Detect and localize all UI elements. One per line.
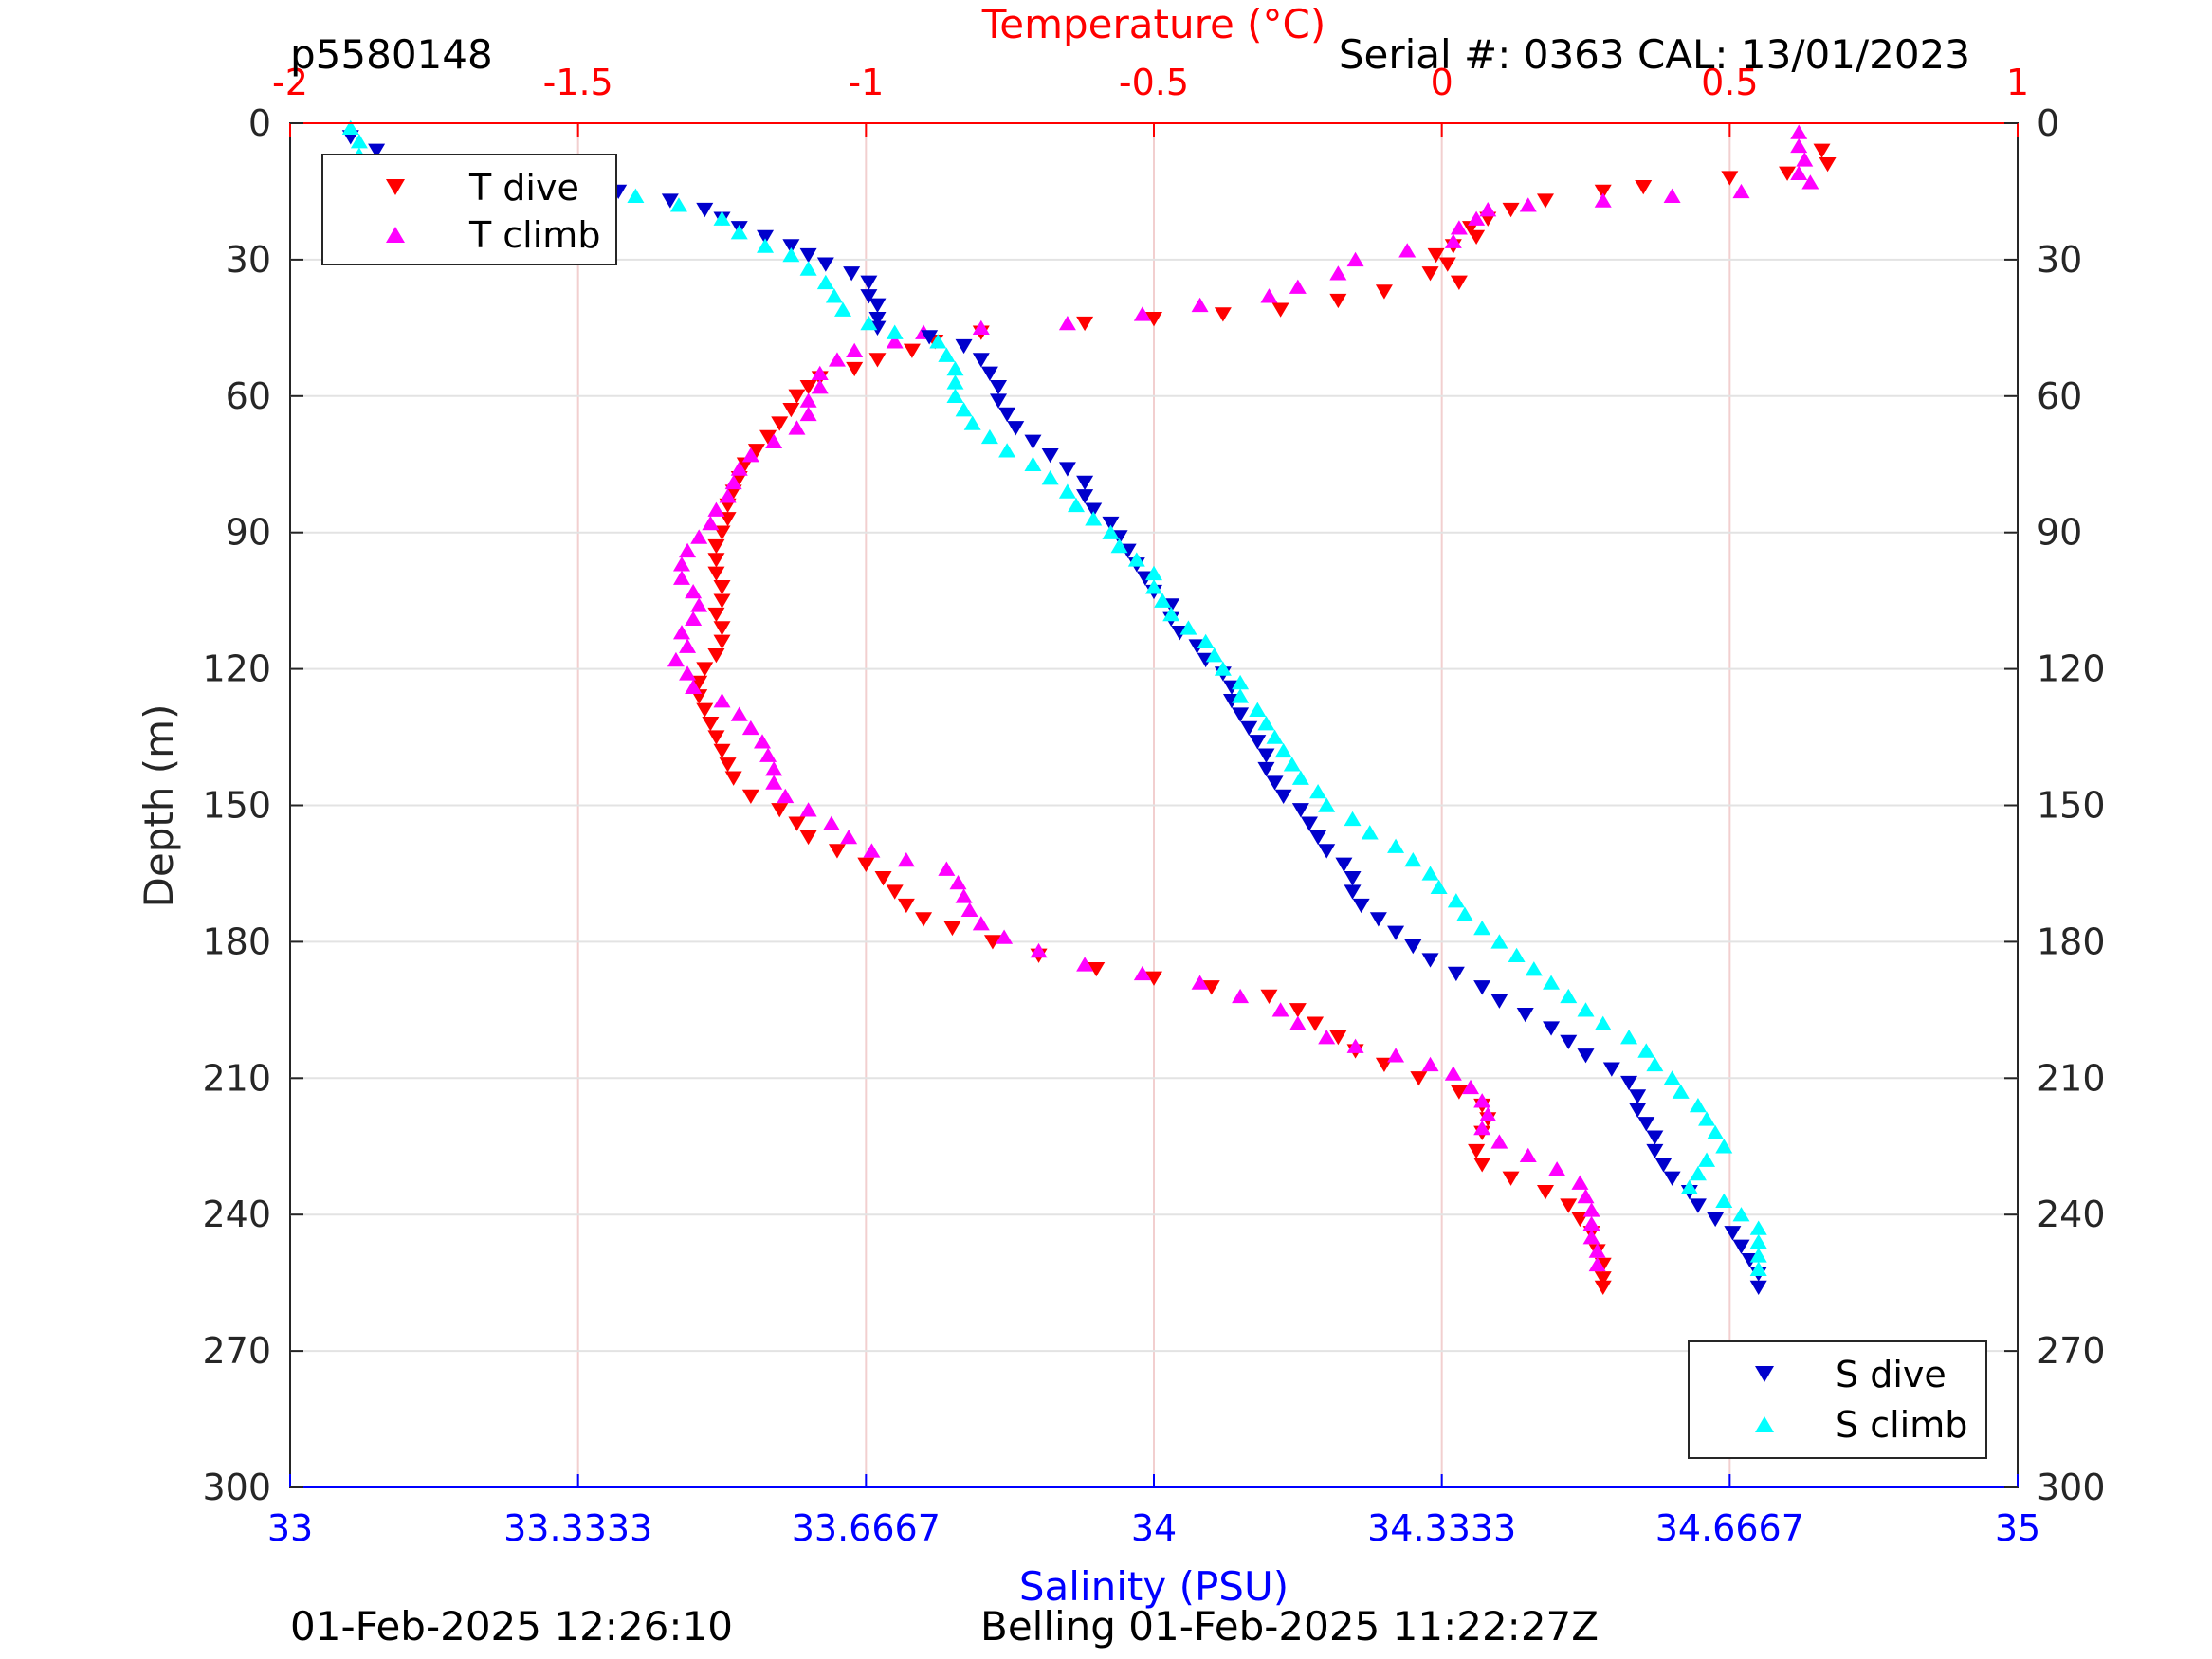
depth-tick-label-right: 30 — [2037, 239, 2082, 281]
depth-tick-label-right: 150 — [2037, 785, 2106, 827]
depth-tick-label-right: 210 — [2037, 1057, 2106, 1099]
depth-axis-label: Depth (m) — [136, 704, 182, 908]
salinity-tick-label: 33.6667 — [792, 1507, 941, 1549]
legend-label-s-climb: S climb — [1836, 1404, 1967, 1446]
temperature-axis-label: Temperature (°C) — [981, 1, 1326, 47]
footer-timestamp: 01-Feb-2025 12:26:10 — [290, 1603, 733, 1650]
depth-tick-label-left: 60 — [226, 375, 271, 417]
salinity-tick-label: 33 — [267, 1507, 313, 1549]
depth-tick-label-left: 30 — [226, 239, 271, 281]
salinity-tick-label: 33.3333 — [503, 1507, 652, 1549]
depth-tick-label-left: 150 — [202, 785, 271, 827]
legend-label-t-dive: T dive — [468, 167, 579, 209]
temperature-tick-label: 1 — [2006, 62, 2029, 103]
depth-tick-label-right: 0 — [2037, 102, 2059, 144]
depth-tick-label-left: 270 — [202, 1330, 271, 1372]
temperature-tick-label: -1.5 — [543, 62, 613, 103]
depth-tick-label-right: 120 — [2037, 648, 2106, 690]
salinity-tick-label: 34 — [1131, 1507, 1177, 1549]
depth-tick-label-left: 300 — [202, 1467, 271, 1508]
depth-tick-label-left: 180 — [202, 921, 271, 962]
salinity-legend: S dive S climb — [1689, 1341, 1986, 1458]
legend-label-t-climb: T climb — [468, 214, 600, 256]
depth-tick-label-left: 240 — [202, 1194, 271, 1235]
serial-calibration: Serial #: 0363 CAL: 13/01/2023 — [1339, 31, 1970, 78]
temperature-legend: T dive T climb — [322, 155, 616, 264]
profile-id: p5580148 — [290, 31, 493, 78]
depth-tick-label-right: 180 — [2037, 921, 2106, 962]
depth-tick-label-left: 90 — [226, 512, 271, 554]
legend-label-s-dive: S dive — [1836, 1354, 1947, 1395]
depth-tick-label-left: 0 — [248, 102, 271, 144]
depth-tick-label-right: 240 — [2037, 1194, 2106, 1235]
temperature-tick-label: -0.5 — [1119, 62, 1189, 103]
temperature-tick-label: -1 — [848, 62, 884, 103]
salinity-tick-label: 34.3333 — [1367, 1507, 1516, 1549]
depth-tick-label-right: 270 — [2037, 1330, 2106, 1372]
footer-platform-time: Belling 01-Feb-2025 11:22:27Z — [980, 1603, 1599, 1650]
depth-tick-label-left: 210 — [202, 1057, 271, 1099]
depth-tick-label-left: 120 — [202, 648, 271, 690]
depth-tick-label-right: 60 — [2037, 375, 2082, 417]
salinity-tick-label: 34.6667 — [1655, 1507, 1804, 1549]
salinity-tick-label: 35 — [1995, 1507, 2040, 1549]
depth-tick-label-right: 90 — [2037, 512, 2082, 554]
depth-tick-label-right: 300 — [2037, 1467, 2106, 1508]
